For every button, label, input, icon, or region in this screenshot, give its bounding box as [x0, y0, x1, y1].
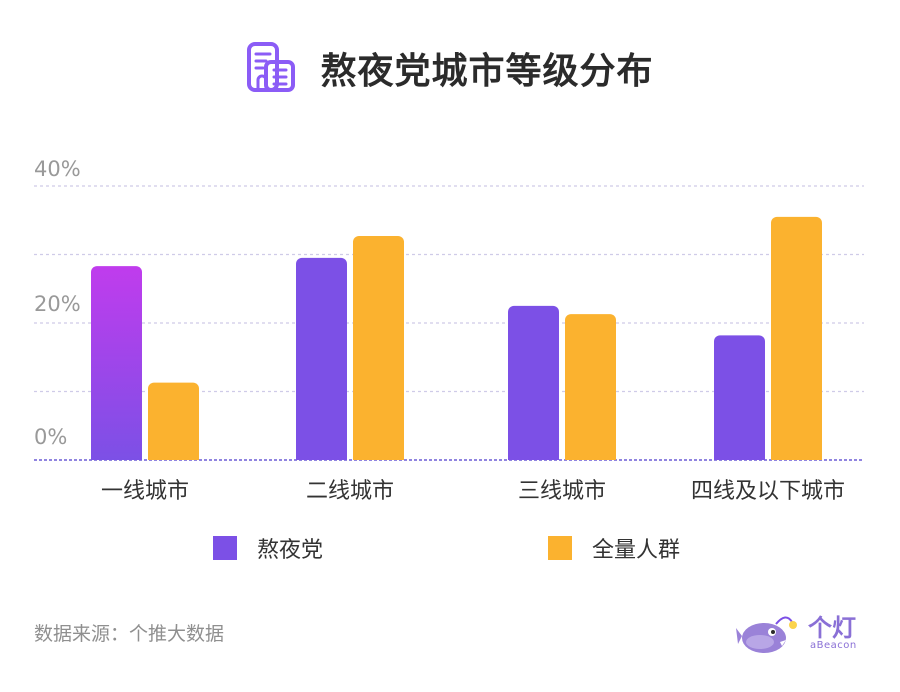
- legend-swatch: [213, 536, 237, 560]
- bar-series-1: [91, 266, 142, 460]
- logo-subtext: aBeacon: [810, 640, 857, 651]
- logo-text: 个灯: [808, 614, 856, 642]
- brand-logo: 个灯 aBeacon: [736, 606, 866, 658]
- bars: [91, 216, 822, 460]
- legend-label: 熬夜党: [257, 538, 324, 563]
- bar-series-2: [771, 216, 822, 460]
- x-category-label: 三线城市: [518, 479, 606, 504]
- x-category-label: 四线及以下城市: [691, 479, 845, 504]
- x-category-label: 二线城市: [306, 479, 394, 504]
- building-icon: [247, 42, 296, 92]
- legend-label: 全量人群: [592, 538, 681, 563]
- bar-series-2: [148, 382, 199, 460]
- bar-series-2: [353, 236, 404, 460]
- legend-swatch: [548, 536, 572, 560]
- bar-series-1: [714, 335, 765, 460]
- chart-title: 熬夜党城市等级分布: [320, 51, 654, 92]
- y-tick-label: 0%: [34, 425, 67, 449]
- data-source-note: 数据来源：个推大数据: [34, 623, 225, 645]
- legend-item-series-2: 全量人群: [548, 533, 680, 563]
- y-axis-ticks: 0% 20% 40%: [34, 157, 81, 449]
- y-tick-label: 40%: [34, 157, 81, 181]
- bar-series-2: [565, 314, 616, 460]
- y-tick-label: 20%: [34, 292, 81, 316]
- bar-series-1: [508, 305, 559, 460]
- anglerfish-mascot-icon: [736, 616, 797, 653]
- legend-item-series-1: 熬夜党: [213, 533, 323, 563]
- title-area: 熬夜党城市等级分布: [0, 38, 900, 98]
- bar-series-1: [296, 257, 347, 460]
- bar-chart: 0% 20% 40% 一线城市 二线城市 三线城市 四线及以下城市: [34, 157, 864, 504]
- x-axis-categories: 一线城市 二线城市 三线城市 四线及以下城市: [101, 479, 845, 504]
- x-category-label: 一线城市: [101, 479, 189, 504]
